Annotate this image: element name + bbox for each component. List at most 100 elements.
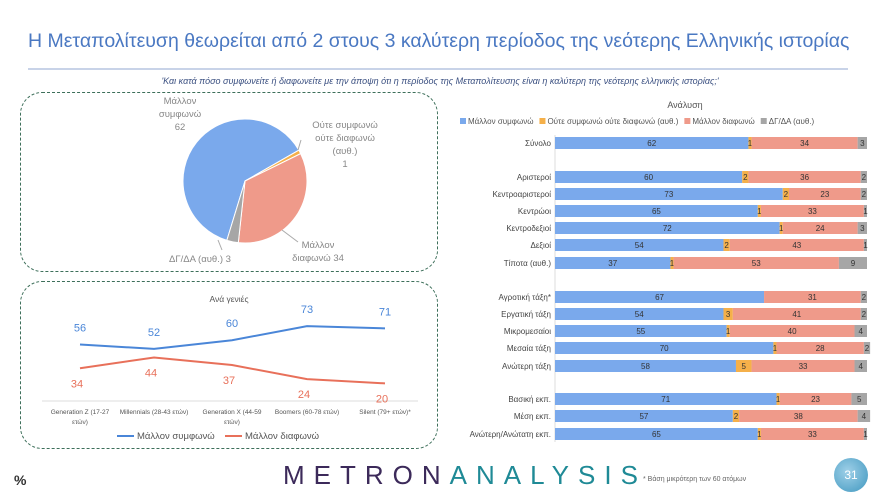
row-label: Αριστεροί [517, 173, 551, 182]
data-label: 56 [74, 323, 86, 335]
bar-segment [726, 325, 730, 337]
bar-value: 2 [862, 173, 867, 182]
line-chart-title: Ανά γενιές [209, 294, 248, 304]
bar-segment [555, 171, 743, 183]
row-label: Κεντροδεξιοί [506, 224, 551, 233]
legend-label: Μάλλον διαφωνώ [692, 117, 754, 126]
bar-value: 41 [792, 310, 801, 319]
bar-segment [863, 239, 867, 251]
bar-segment [838, 257, 867, 269]
pie-label: συμφωνώ [159, 109, 202, 120]
data-label: 20 [376, 393, 388, 405]
row-label: Αγροτική τάξη* [498, 293, 551, 302]
bar-segment [851, 393, 867, 405]
bar-value: 3 [860, 139, 865, 148]
bar-value: 1 [757, 207, 762, 216]
bar-value: 37 [608, 259, 617, 268]
bar-value: 54 [635, 310, 644, 319]
data-label: 71 [379, 306, 391, 318]
bar-value: 1 [776, 395, 781, 404]
legend-label: ΔΓ/ΔΑ (αυθ.) [769, 117, 815, 126]
pie-label: Μάλλον [164, 96, 197, 107]
unit-label: % [14, 472, 27, 488]
bar-segment [860, 188, 867, 200]
x-tick-label: ετών) [224, 418, 240, 426]
bar-segment [857, 222, 867, 234]
bar-value: 28 [816, 344, 825, 353]
data-label: 73 [301, 304, 313, 316]
survey-question: 'Και κατά πόσο συμφωνείτε ή διαφωνείτε μ… [161, 76, 719, 86]
x-tick-label: Millennials (28-43 ετών) [120, 408, 189, 416]
bar-value: 31 [808, 293, 817, 302]
bar-value: 40 [788, 327, 797, 336]
bar-segment [789, 188, 861, 200]
pie-label: ούτε διαφωνώ [315, 133, 375, 144]
legend-label: Ούτε συμφωνώ ούτε διαφωνώ (αυθ.) [547, 117, 678, 126]
bar-value: 9 [851, 259, 856, 268]
bar-segment [732, 410, 740, 422]
bar-value: 55 [636, 327, 645, 336]
bar-value: 1 [863, 430, 868, 439]
bar-value: 24 [816, 224, 825, 233]
bar-segment [555, 239, 724, 251]
data-label: 52 [148, 327, 160, 339]
bar-value: 33 [808, 207, 817, 216]
bar-value: 1 [863, 241, 868, 250]
bar-segment [782, 188, 789, 200]
x-tick-label: ετών) [72, 418, 88, 426]
row-label: Δεξιοί [531, 241, 552, 250]
bar-value: 1 [779, 224, 784, 233]
bar-value: 2 [734, 412, 739, 421]
row-label: Μέση εκπ. [514, 412, 551, 421]
bar-segment [760, 428, 864, 440]
bar-segment [555, 188, 783, 200]
bar-segment [673, 257, 839, 269]
bar-value: 2 [862, 310, 867, 319]
bar-value: 58 [641, 362, 650, 371]
line-panel [20, 281, 438, 449]
bar-value: 65 [652, 430, 661, 439]
bar-segment [779, 222, 783, 234]
data-label: 34 [71, 378, 83, 390]
pie-label: Ούτε συμφωνώ [312, 120, 378, 131]
row-label: Μικρομεσαίοι [504, 327, 551, 336]
bar-value: 3 [860, 224, 865, 233]
bar-value: 65 [652, 207, 661, 216]
bar-value: 23 [820, 190, 829, 199]
bar-segment [742, 171, 749, 183]
legend-swatch [539, 118, 546, 124]
bar-segment [555, 410, 733, 422]
x-tick-label: Silent (79+ ετών)* [359, 408, 411, 416]
bar-value: 60 [644, 173, 653, 182]
bar-value: 2 [865, 344, 870, 353]
bar-segment [757, 205, 761, 217]
bar-segment [555, 342, 774, 354]
bar-segment [757, 428, 761, 440]
pie-label: Μάλλον [302, 240, 335, 251]
pie-leader [297, 139, 302, 151]
bar-value: 1 [748, 139, 753, 148]
bar-value: 2 [784, 190, 789, 199]
series-line-1 [79, 356, 386, 385]
page-number: 31 [834, 458, 868, 492]
bar-segment [776, 342, 864, 354]
bar-value: 54 [635, 241, 644, 250]
row-label: Ανώτερη τάξη [502, 362, 551, 371]
data-label: 60 [226, 318, 238, 330]
footnote: * Βάση μικρότερη των 60 ατόμων [643, 476, 747, 483]
x-tick-label: Boomers (60-78 ετών) [275, 408, 339, 416]
data-label: 44 [145, 367, 157, 379]
bar-segment [555, 428, 758, 440]
bar-value: 2 [862, 190, 867, 199]
bar-segment [723, 239, 730, 251]
bar-value: 1 [757, 430, 762, 439]
bar-value: 43 [792, 241, 801, 250]
bar-segment [555, 360, 736, 372]
bar-segment [860, 171, 867, 183]
data-label: 24 [298, 389, 310, 401]
bar-segment [863, 428, 867, 440]
bar-value: 1 [670, 259, 675, 268]
metronanalysis-logo: METRONANALYSIS [283, 460, 647, 490]
bar-segment [860, 308, 867, 320]
bar-value: 53 [752, 259, 761, 268]
